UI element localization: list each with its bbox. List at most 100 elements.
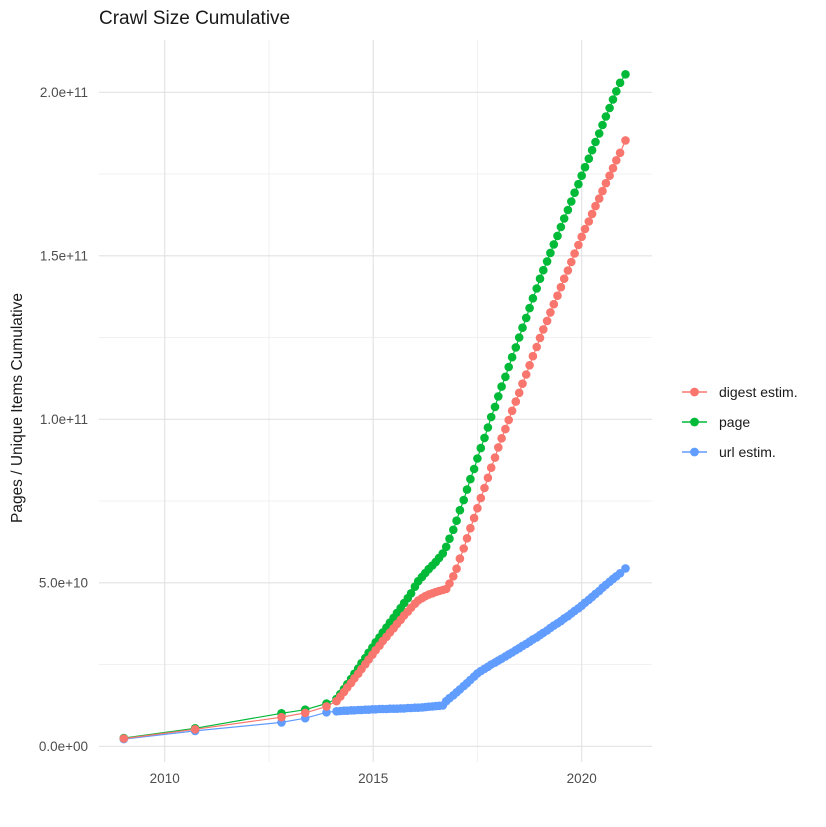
data-point: [438, 549, 448, 558]
data-point: [441, 542, 451, 552]
data-point: [483, 423, 493, 432]
x-axis-tick-labels: 2010 2015 2020: [150, 771, 597, 786]
data-point: [466, 523, 475, 533]
data-point: [594, 194, 604, 203]
data-point: [497, 382, 506, 391]
data-point: [559, 274, 569, 284]
legend-item-url-estim: url estim.: [681, 441, 798, 462]
data-point: [574, 240, 583, 250]
data-point: [598, 186, 607, 196]
data-point: [601, 178, 611, 188]
data-point: [528, 351, 538, 361]
data-point: [507, 406, 517, 416]
data-point: [542, 316, 552, 326]
data-point: [563, 266, 573, 275]
data-point: [518, 379, 527, 389]
data-point: [594, 129, 604, 138]
data-point: [612, 87, 621, 96]
legend-item-digest-estim: digest estim.: [681, 381, 798, 402]
data-point: [521, 313, 531, 323]
data-point: [570, 249, 579, 258]
data-point: [449, 525, 458, 535]
data-point: [570, 188, 579, 197]
data-point: [563, 205, 573, 215]
y-tick-label: 1.0e+11: [40, 412, 88, 427]
grid-minor-lines: [99, 40, 652, 762]
data-point: [535, 333, 545, 343]
data-point: [462, 485, 472, 494]
data-point: [574, 179, 583, 189]
y-tick-label: 0.0e+00: [39, 739, 88, 754]
data-point: [577, 171, 586, 180]
legend: digest estim. page url estim.: [681, 381, 798, 462]
data-point: [501, 372, 510, 382]
data-point: [539, 325, 548, 334]
data-point: [486, 463, 496, 473]
data-point: [511, 343, 521, 352]
data-point: [608, 163, 618, 173]
data-point: [556, 222, 566, 232]
data-point: [587, 145, 597, 155]
data-point: [584, 154, 594, 163]
series-url-estim: [119, 564, 630, 744]
x-tick-label: 2010: [150, 771, 180, 786]
legend-item-page: page: [681, 411, 798, 432]
data-point: [521, 370, 531, 379]
data-point: [494, 443, 503, 452]
data-point: [549, 299, 559, 309]
data-point: [190, 725, 200, 734]
data-point: [469, 464, 479, 474]
data-point: [601, 112, 611, 121]
x-tick-label: 2015: [358, 771, 388, 786]
data-point: [608, 95, 618, 104]
data-point: [549, 240, 559, 249]
data-point: [591, 137, 600, 147]
data-point: [535, 274, 545, 284]
data-point: [518, 323, 527, 333]
data-point: [497, 434, 506, 443]
data-point: [556, 282, 566, 292]
data-point: [480, 483, 489, 493]
data-point: [459, 544, 469, 553]
data-point: [580, 224, 590, 234]
data-point: [455, 505, 465, 515]
data-point: [504, 415, 513, 425]
y-axis-title: Pages / Unique Items Cumulative: [9, 293, 26, 523]
data-point: [501, 424, 510, 434]
y-axis-tick-labels: 0.0e+00 5.0e+10 1.0e+11 1.5e+11 2.0e+11: [39, 85, 88, 754]
data-point: [514, 333, 524, 342]
data-point: [621, 70, 630, 79]
data-point: [621, 136, 630, 145]
legend-key-page-icon: [682, 417, 707, 426]
data-point: [511, 397, 521, 406]
data-point: [598, 120, 607, 130]
data-point: [473, 503, 482, 513]
series-digest-estim: [119, 136, 630, 743]
data-point: [462, 534, 472, 543]
data-point: [514, 388, 524, 398]
data-point: [452, 516, 461, 525]
data-point: [469, 513, 479, 523]
y-tick-label: 1.5e+11: [40, 248, 88, 263]
data-point: [476, 493, 486, 503]
data-point: [466, 474, 475, 484]
data-point: [567, 197, 576, 206]
y-tick-label: 2.0e+11: [40, 85, 88, 100]
data-point: [300, 708, 310, 718]
data-point: [612, 156, 621, 165]
legend-label-url-estim: url estim.: [719, 443, 776, 460]
data-point: [455, 554, 465, 563]
data-point: [553, 231, 562, 241]
data-point: [494, 392, 503, 401]
data-point: [532, 284, 541, 293]
legend-label-page: page: [719, 413, 751, 430]
legend-key-url-icon: [682, 447, 707, 456]
data-point: [580, 162, 590, 172]
data-point: [591, 201, 600, 211]
data-point: [507, 352, 517, 362]
data-point: [449, 572, 458, 581]
legend-key-digest-icon: [682, 387, 707, 396]
data-point: [605, 171, 614, 180]
